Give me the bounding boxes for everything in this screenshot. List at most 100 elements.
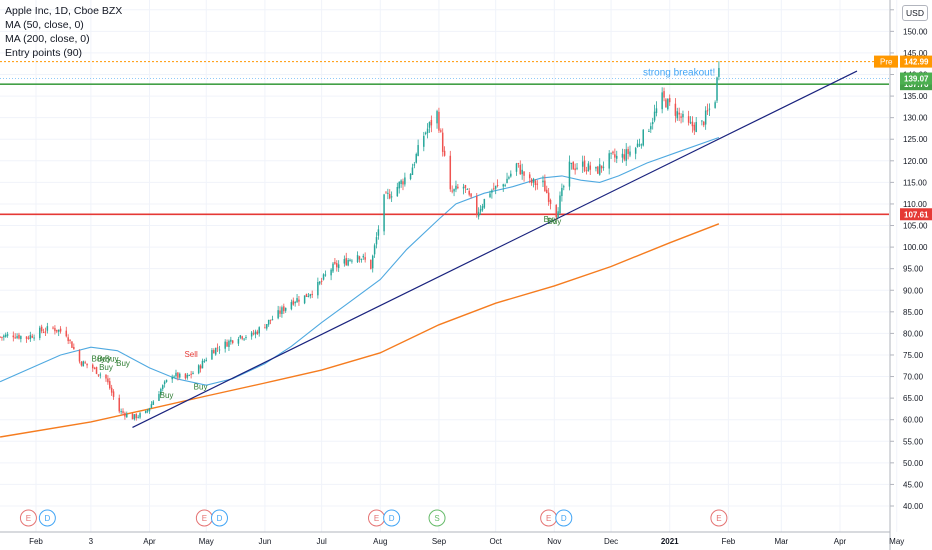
candles-layer xyxy=(0,61,720,421)
candle-body xyxy=(559,195,561,214)
signal-buy: Buy xyxy=(97,354,111,363)
candle-body xyxy=(351,260,353,262)
candle-body xyxy=(107,378,109,383)
candle-body xyxy=(542,180,544,183)
time-tick-label: Apr xyxy=(143,537,156,546)
candle-body xyxy=(14,337,16,339)
candle-body xyxy=(468,190,470,195)
candle-body xyxy=(547,192,550,202)
candle-body xyxy=(152,401,155,405)
signal-buy: Buy xyxy=(116,359,130,368)
signal-buy: Buy xyxy=(547,217,561,226)
candle-body xyxy=(597,166,599,174)
candle-body xyxy=(506,178,508,184)
candle-body xyxy=(283,306,285,312)
candle-body xyxy=(305,293,308,297)
candle-body xyxy=(65,330,68,337)
candle-body xyxy=(534,180,537,185)
legend-ma200[interactable]: MA (200, close, 0) xyxy=(5,33,90,45)
candle-body xyxy=(29,335,32,340)
candle-body xyxy=(441,132,444,152)
candle-body xyxy=(122,411,124,413)
candle-body xyxy=(585,170,588,172)
legend-entry-points[interactable]: Entry points (90) xyxy=(5,47,83,59)
candle-body xyxy=(388,194,391,199)
annotation-text: strong breakout! xyxy=(643,67,715,78)
candle-body xyxy=(563,186,565,188)
event-marker-dividend xyxy=(38,509,56,527)
price-tick-label: 135.00 xyxy=(903,92,928,101)
candle-body xyxy=(530,179,533,184)
time-tick-label: 3 xyxy=(89,537,94,546)
time-axis[interactable]: Feb 3 Apr May Jun Jul Aug Sep Oct Nov Dec 2021 Feb Ma… xyxy=(0,531,904,546)
candle-body xyxy=(627,149,629,154)
candle-body xyxy=(653,111,656,121)
candle-body xyxy=(479,209,482,212)
candle-body xyxy=(546,189,548,193)
candle-body xyxy=(307,295,310,297)
price-tag-last xyxy=(900,72,932,85)
candle-body xyxy=(93,367,96,369)
candle-body xyxy=(430,119,433,126)
currency-button[interactable]: USD xyxy=(902,5,928,21)
price-tick-label: 60.00 xyxy=(903,416,924,425)
candle-body xyxy=(158,394,160,401)
candle-body xyxy=(668,98,671,103)
candle-body xyxy=(515,163,518,172)
candle-body xyxy=(197,365,200,374)
candle-body xyxy=(165,379,168,382)
trend-line-layer[interactable] xyxy=(132,70,858,429)
candle-body xyxy=(226,342,228,347)
candle-body xyxy=(610,152,612,154)
candle-body xyxy=(18,334,20,339)
price-tick-label: 40.00 xyxy=(903,502,924,511)
candle-body xyxy=(163,381,166,385)
candle-body xyxy=(640,144,643,146)
candle-body xyxy=(320,280,323,282)
price-tag-label-support: 107.61 xyxy=(904,210,929,219)
candle-body xyxy=(179,373,181,378)
signal-buy: Buy xyxy=(92,354,106,363)
price-tick-label: 125.00 xyxy=(903,135,928,144)
candle-body xyxy=(224,341,226,349)
candle-body xyxy=(267,319,270,325)
time-tick-label: Mar xyxy=(774,537,788,546)
candle-body xyxy=(177,372,179,378)
candle-body xyxy=(25,336,28,339)
candle-body xyxy=(184,373,187,379)
candle-body xyxy=(375,237,378,245)
candle-body xyxy=(415,154,417,163)
candle-body xyxy=(651,122,654,125)
candle-body xyxy=(124,413,126,417)
candle-body xyxy=(638,144,641,146)
candle-body xyxy=(330,269,332,276)
candle-body xyxy=(634,148,637,154)
candle-body xyxy=(532,178,535,183)
candle-body xyxy=(243,338,245,340)
candle-body xyxy=(572,161,574,170)
candle-body xyxy=(218,349,221,351)
price-tick-label: 70.00 xyxy=(903,373,924,382)
price-tick-label: 85.00 xyxy=(903,308,924,317)
price-tag-label-last: 139.07 xyxy=(904,75,929,84)
price-tick-label: 90.00 xyxy=(903,286,924,295)
candle-body xyxy=(279,310,281,314)
candle-body xyxy=(252,333,255,335)
price-tick-label: 50.00 xyxy=(903,459,924,468)
candle-body xyxy=(623,154,626,160)
candle-body xyxy=(695,122,697,133)
candle-body xyxy=(390,196,393,198)
annotations-layer: strong breakout! xyxy=(643,67,715,78)
candle-body xyxy=(470,193,472,197)
candle-body xyxy=(491,190,493,193)
candle-body xyxy=(173,376,175,378)
symbol-title[interactable]: Apple Inc, 1D, Cboe BZX xyxy=(5,5,123,17)
candle-body xyxy=(319,281,321,284)
candle-body xyxy=(663,91,665,98)
candle-body xyxy=(211,350,213,360)
candle-body xyxy=(118,397,120,412)
candle-body xyxy=(337,264,340,269)
legend-ma50[interactable]: MA (50, close, 0) xyxy=(5,19,84,31)
